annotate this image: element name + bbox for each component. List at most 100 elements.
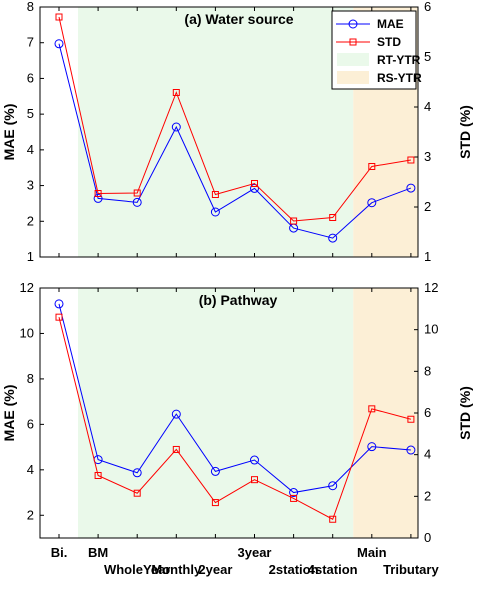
point-std — [407, 415, 415, 423]
point-mae — [132, 197, 142, 207]
x-tick-label: 4station — [308, 562, 358, 577]
series-line-mae — [58, 43, 412, 239]
panel-title: (a) Water source — [184, 11, 293, 27]
point-mae — [367, 198, 377, 208]
point-std — [211, 191, 219, 198]
legend-marker-mae — [348, 19, 358, 29]
x-tick-label: WholeYear — [104, 562, 170, 577]
point-std — [368, 405, 376, 413]
legend-label-std: STD — [377, 35, 401, 49]
left-tick-label: 3 — [27, 178, 34, 193]
x-tick-label: 2year — [198, 562, 232, 577]
y-axis-label-right: STD (%) — [457, 386, 473, 440]
point-std — [251, 476, 258, 484]
x-tick-label: Main — [357, 545, 387, 560]
point-std — [329, 515, 337, 523]
right-tick-label: 0 — [424, 530, 431, 545]
point-mae — [367, 442, 377, 452]
panel-pathway: 2 4 6 8 10 12 0 2 4 6 8 10 12 MAE (%) STD (%) (b) Pathw… — [1, 280, 473, 545]
point-std — [55, 313, 63, 321]
right-tick-label: 4 — [424, 447, 431, 462]
x-tick-label: Bi. — [51, 545, 68, 560]
point-mae — [406, 183, 416, 193]
point-mae — [171, 409, 181, 419]
y-axis-label-right: STD (%) — [457, 105, 473, 159]
point-mae — [210, 207, 220, 217]
point-std — [290, 494, 298, 502]
right-tick-label: 2 — [424, 488, 431, 503]
left-tick-label: 6 — [27, 70, 34, 85]
point-mae — [406, 445, 416, 455]
plot-frame — [39, 6, 419, 258]
point-std — [290, 217, 298, 225]
left-tick-label: 1 — [27, 249, 34, 264]
right-tick-label: 10 — [424, 322, 438, 337]
left-tick-label: 6 — [27, 416, 34, 431]
right-tick-label: 1 — [424, 249, 431, 264]
point-mae — [132, 468, 142, 478]
point-std — [172, 89, 180, 96]
point-std — [368, 163, 376, 170]
y-axis-label-left: MAE (%) — [1, 385, 17, 442]
point-mae — [54, 39, 64, 49]
left-tick-label: 8 — [27, 0, 34, 14]
series-line-mae — [58, 303, 411, 494]
point-std — [407, 156, 415, 164]
point-std — [55, 13, 63, 21]
legend-label-rs-ytr: RS-YTR — [377, 71, 422, 85]
right-tick-label: 4 — [424, 99, 431, 114]
legend-marker-std — [349, 38, 357, 46]
point-std — [211, 499, 219, 507]
x-tick-label: 2station — [269, 562, 319, 577]
right-tick-label: 2 — [424, 199, 431, 214]
legend: MAE STD RT-YTR RS-YTR — [331, 10, 422, 90]
left-tick-label: 2 — [27, 213, 34, 228]
point-mae — [250, 455, 259, 465]
panel-title: (b) Pathway — [199, 292, 278, 308]
right-tick-label: 6 — [424, 0, 431, 14]
legend-patch-rt-ytr — [337, 53, 369, 66]
right-tick-label: 5 — [424, 49, 431, 64]
left-tick-label: 7 — [27, 35, 34, 50]
right-tick-label: 6 — [424, 405, 431, 420]
x-tick-label: Tributary — [383, 562, 439, 577]
point-mae — [328, 233, 338, 243]
point-std — [133, 189, 141, 197]
point-std — [172, 445, 180, 453]
x-tick-label: Monthly — [151, 562, 202, 577]
point-std — [251, 180, 258, 187]
point-mae — [54, 299, 64, 309]
point-std — [94, 472, 102, 479]
series-line-std — [58, 16, 411, 222]
point-mae — [328, 481, 338, 491]
left-tick-label: 2 — [27, 507, 34, 522]
x-tick-label: BM — [88, 545, 108, 560]
left-tick-label: 5 — [27, 106, 34, 121]
point-mae — [171, 122, 181, 132]
point-std — [94, 190, 102, 197]
left-tick-label: 8 — [27, 371, 34, 386]
shaded-region-rt-ytr — [78, 7, 354, 257]
panel-water-source: 1 2 3 4 5 6 7 8 1 2 3 4 5 6 MAE (%) STD (%) (a) Water so… — [1, 0, 473, 264]
point-mae — [93, 193, 103, 203]
left-tick-label: 12 — [20, 280, 34, 295]
series-line-std — [58, 317, 412, 520]
point-std — [329, 214, 337, 221]
point-mae — [210, 466, 220, 476]
left-tick-label: 4 — [27, 142, 34, 157]
y-axis-label-left: MAE (%) — [1, 104, 17, 161]
legend-patch-rs-ytr — [337, 71, 369, 84]
right-tick-label: 3 — [424, 149, 431, 164]
right-tick-label: 12 — [424, 280, 438, 295]
left-tick-label: 10 — [20, 325, 34, 340]
point-mae — [250, 183, 259, 193]
x-tick-label: 3year — [238, 545, 272, 560]
legend-label-rt-ytr: RT-YTR — [377, 53, 421, 67]
shaded-region-rt-ytr — [78, 288, 354, 538]
right-tick-label: 8 — [424, 363, 431, 378]
point-std — [133, 489, 141, 497]
point-mae — [289, 488, 299, 498]
left-tick-label: 4 — [27, 462, 34, 477]
